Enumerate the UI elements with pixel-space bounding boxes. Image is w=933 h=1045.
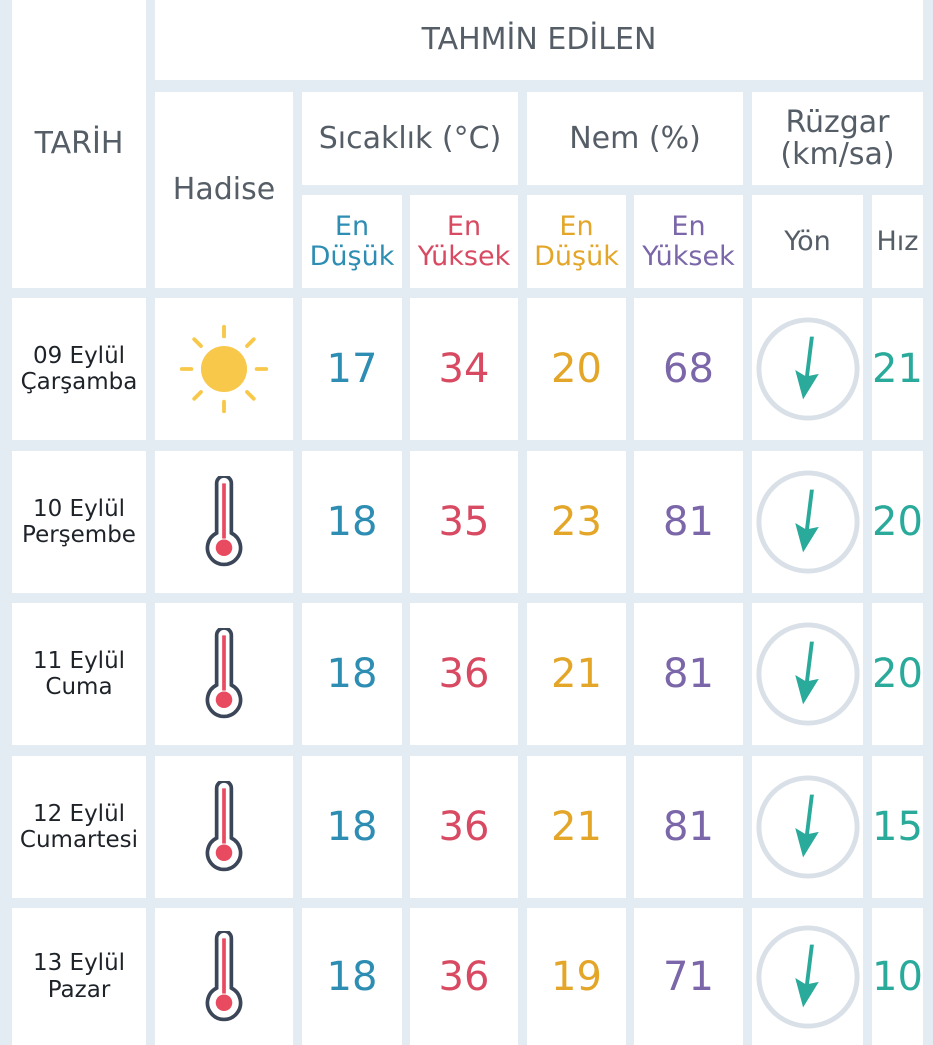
wind-direction-icon (754, 773, 862, 881)
event-cell (155, 298, 293, 440)
day: Cuma (45, 674, 113, 700)
thermometer-icon (196, 476, 252, 568)
speed-header: Hız (872, 195, 923, 288)
hum-min: 20 (527, 298, 626, 440)
temp-min: 17 (302, 298, 402, 440)
event-cell (155, 908, 293, 1045)
wind-speed: 21 (872, 298, 923, 440)
direction-cell (752, 603, 863, 745)
direction-header: Yön (752, 195, 863, 288)
date-cell: 11 Eylül Cuma (12, 603, 146, 745)
wind-direction-icon (754, 923, 862, 1031)
wind-direction-icon (754, 315, 862, 423)
direction-cell (752, 756, 863, 898)
temp-max-header: En Yüksek (410, 195, 518, 288)
thermometer-icon (196, 628, 252, 720)
hum-min: 19 (527, 908, 626, 1045)
wind-direction-icon (754, 620, 862, 728)
thermometer-icon (196, 781, 252, 873)
wind-direction-icon (754, 468, 862, 576)
hum-min: 21 (527, 756, 626, 898)
date: 11 Eylül (32, 647, 126, 674)
header-title: TAHMİN EDİLEN (155, 0, 923, 80)
day: Perşembe (22, 522, 136, 548)
wind-speed: 15 (872, 756, 923, 898)
temp-min: 18 (302, 908, 402, 1045)
date: 12 Eylül (32, 800, 126, 827)
date-cell: 09 Eylül Çarşamba (12, 298, 146, 440)
date: 09 Eylül (32, 342, 126, 369)
hum-min-header: En Düşük (527, 195, 626, 288)
date-cell: 12 Eylül Cumartesi (12, 756, 146, 898)
hum-max: 71 (634, 908, 743, 1045)
humidity-header: Nem (%) (527, 92, 743, 185)
day: Cumartesi (19, 827, 139, 853)
date-cell: 10 Eylül Perşembe (12, 451, 146, 593)
temp-min: 18 (302, 603, 402, 745)
temp-max: 36 (410, 603, 518, 745)
event-cell (155, 451, 293, 593)
day: Çarşamba (20, 369, 138, 395)
date-header: TARİH (12, 0, 146, 288)
temp-max: 36 (410, 756, 518, 898)
day: Pazar (47, 976, 111, 1003)
hum-max: 81 (634, 603, 743, 745)
temp-max: 36 (410, 908, 518, 1045)
sun-icon (176, 321, 272, 417)
temp-max: 34 (410, 298, 518, 440)
hum-min: 23 (527, 451, 626, 593)
hum-min: 21 (527, 603, 626, 745)
event-cell (155, 603, 293, 745)
hum-max: 68 (634, 298, 743, 440)
event-cell (155, 756, 293, 898)
wind-header: Rüzgar (km/sa) (752, 92, 923, 185)
wind-speed: 10 (872, 908, 923, 1045)
wind-speed: 20 (872, 451, 923, 593)
direction-cell (752, 908, 863, 1045)
temp-max: 35 (410, 451, 518, 593)
date-cell: 13 Eylül Pazar (12, 908, 146, 1045)
temperature-header: Sıcaklık (°C) (302, 92, 518, 185)
date: 13 Eylül (32, 950, 126, 977)
temp-min: 18 (302, 756, 402, 898)
event-header: Hadise (155, 92, 293, 288)
direction-cell (752, 298, 863, 440)
date: 10 Eylül (32, 495, 126, 522)
hum-max: 81 (634, 451, 743, 593)
temp-min-header: En Düşük (302, 195, 402, 288)
hum-max: 81 (634, 756, 743, 898)
temp-min: 18 (302, 451, 402, 593)
direction-cell (752, 451, 863, 593)
thermometer-icon (196, 931, 252, 1023)
hum-max-header: En Yüksek (634, 195, 743, 288)
wind-speed: 20 (872, 603, 923, 745)
